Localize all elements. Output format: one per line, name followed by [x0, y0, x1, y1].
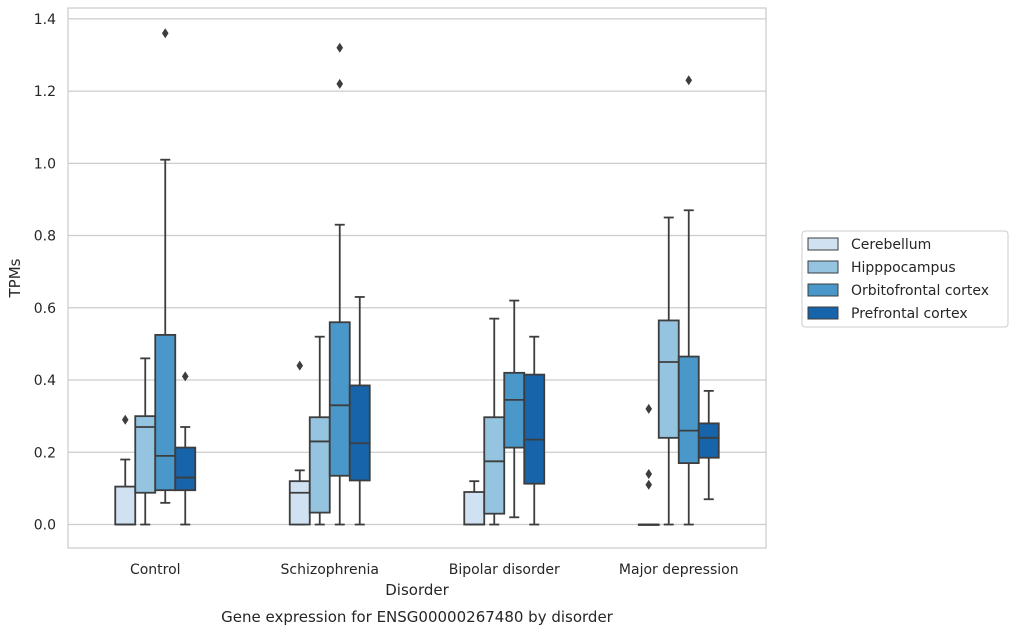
- box-iqr: [174, 446, 197, 492]
- outlier-point: [161, 28, 169, 39]
- box-iqr: [523, 373, 546, 485]
- chart-caption: Gene expression for ENSG00000267480 by d…: [221, 608, 614, 626]
- x-axis-label: Disorder: [385, 581, 449, 599]
- box-2-0: [463, 480, 486, 526]
- box-iqr: [657, 319, 680, 439]
- legend: Cerebellum Hipppocampus Orbitofrontal cort…: [801, 230, 1009, 328]
- outlier-point: [336, 78, 344, 89]
- y-ticks: 0.0 0.2 0.4 0.6 0.8 1.0 1.2 1.4: [34, 12, 56, 534]
- legend-swatch: [807, 237, 839, 251]
- legend-label: Prefrontal cortex: [851, 306, 968, 322]
- y-tick-label: 0.2: [34, 445, 56, 461]
- y-tick-label: 1.2: [34, 84, 56, 100]
- outlier-point: [645, 468, 653, 479]
- x-tick-label: Schizophrenia: [281, 562, 379, 578]
- y-axis-label: TPMs: [6, 258, 24, 298]
- y-tick-label: 0.4: [34, 373, 56, 389]
- box-1-3: [348, 296, 371, 526]
- box-1-2: [328, 42, 351, 526]
- box-3-0: [637, 403, 660, 526]
- x-ticks: Control Schizophrenia Bipolar disorder Majo…: [130, 562, 739, 578]
- box-3-3: [697, 389, 720, 501]
- outlier-point: [296, 360, 304, 371]
- y-tick-label: 0.0: [34, 518, 56, 534]
- box-3-1: [657, 216, 680, 526]
- box-3-2: [677, 75, 700, 526]
- box-iqr: [677, 355, 700, 465]
- legend-swatch: [807, 283, 839, 297]
- y-tick-label: 0.6: [34, 301, 56, 317]
- legend-label: Cerebellum: [851, 237, 931, 253]
- box-2-1: [483, 317, 506, 526]
- box-iqr: [288, 480, 311, 526]
- outlier-point: [121, 414, 129, 425]
- y-tick-label: 1.4: [34, 12, 56, 28]
- box-1-0: [288, 360, 311, 526]
- outlier-point: [685, 75, 693, 86]
- y-tick-label: 0.8: [34, 229, 56, 245]
- box-0-3: [174, 371, 197, 526]
- x-tick-label: Major depression: [619, 562, 739, 578]
- legend-label: Hipppocampus: [851, 260, 956, 276]
- box-iqr: [348, 384, 371, 482]
- plot-frame: [67, 7, 767, 549]
- legend-swatch: [807, 260, 839, 274]
- outlier-point: [645, 403, 653, 414]
- box-2-2: [503, 299, 526, 519]
- box-groups: [114, 28, 720, 526]
- box-iqr: [697, 422, 720, 459]
- outlier-point: [645, 479, 653, 490]
- box-2-3: [523, 335, 546, 526]
- box-iqr: [328, 321, 351, 477]
- x-tick-label: Bipolar disorder: [449, 562, 560, 578]
- box-1-1: [308, 335, 331, 526]
- legend-swatch: [807, 306, 839, 320]
- x-tick-label: Control: [130, 562, 181, 578]
- box-iqr: [114, 485, 137, 526]
- legend-frame: [801, 230, 1009, 328]
- box-0-1: [134, 357, 157, 526]
- outlier-point: [336, 42, 344, 53]
- box-iqr: [308, 416, 331, 514]
- box-iqr: [503, 371, 526, 449]
- box-iqr: [154, 333, 177, 492]
- box-0-0: [114, 414, 137, 526]
- y-tick-label: 1.0: [34, 156, 56, 172]
- box-0-2: [154, 28, 177, 504]
- legend-label: Orbitofrontal cortex: [851, 283, 989, 299]
- box-iqr: [483, 416, 506, 515]
- box-iqr: [463, 491, 486, 526]
- outlier-point: [181, 371, 189, 382]
